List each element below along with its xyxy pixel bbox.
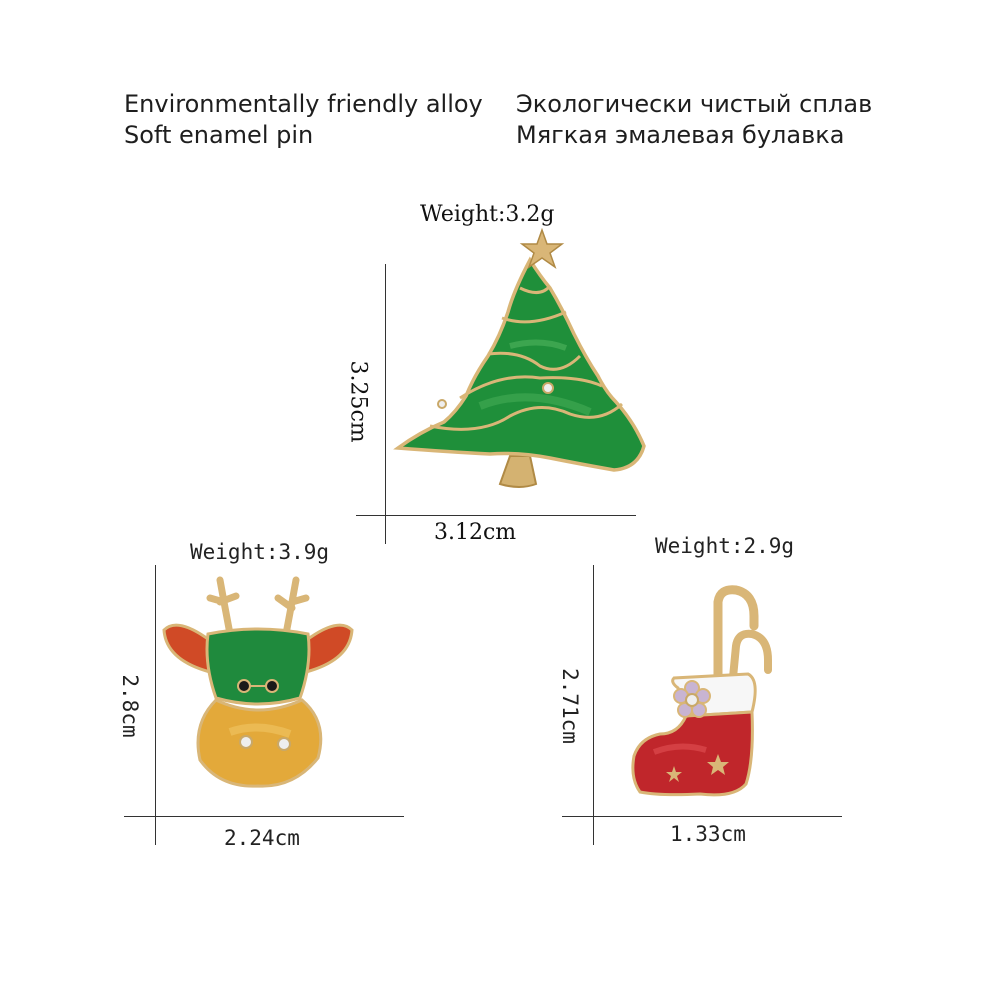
tree-height-label: 3.25cm [345,360,371,443]
header-ru-line2: Мягкая эмалевая булавка [516,121,845,149]
reindeer-height-guide [155,565,156,845]
reindeer-weight-label: Weight:3.9g [190,540,330,564]
reindeer-width-guide [124,816,404,817]
stocking-width-label: 1.33cm [670,822,746,846]
header-en-line2: Soft enamel pin [124,121,314,149]
stocking-weight-label: Weight:2.9g [655,534,795,558]
tree-height-guide [385,264,386,544]
reindeer-pin-image [162,576,354,788]
stocking-pin-image [631,585,772,797]
header-en-line1: Environmentally friendly alloy [124,90,483,118]
reindeer-height-label: 2.8cm [118,674,142,738]
stocking-height-label: 2.71cm [558,668,582,744]
tree-weight-label: Weight:3.2g [420,202,555,227]
christmas-tree-pin-image [393,227,646,488]
reindeer-width-label: 2.24cm [224,826,300,850]
header-ru-line1: Экологически чистый сплав [516,90,873,118]
stocking-width-guide [562,816,842,817]
tree-width-guide [356,515,636,516]
stocking-height-guide [593,565,594,845]
tree-width-label: 3.12cm [434,520,517,545]
